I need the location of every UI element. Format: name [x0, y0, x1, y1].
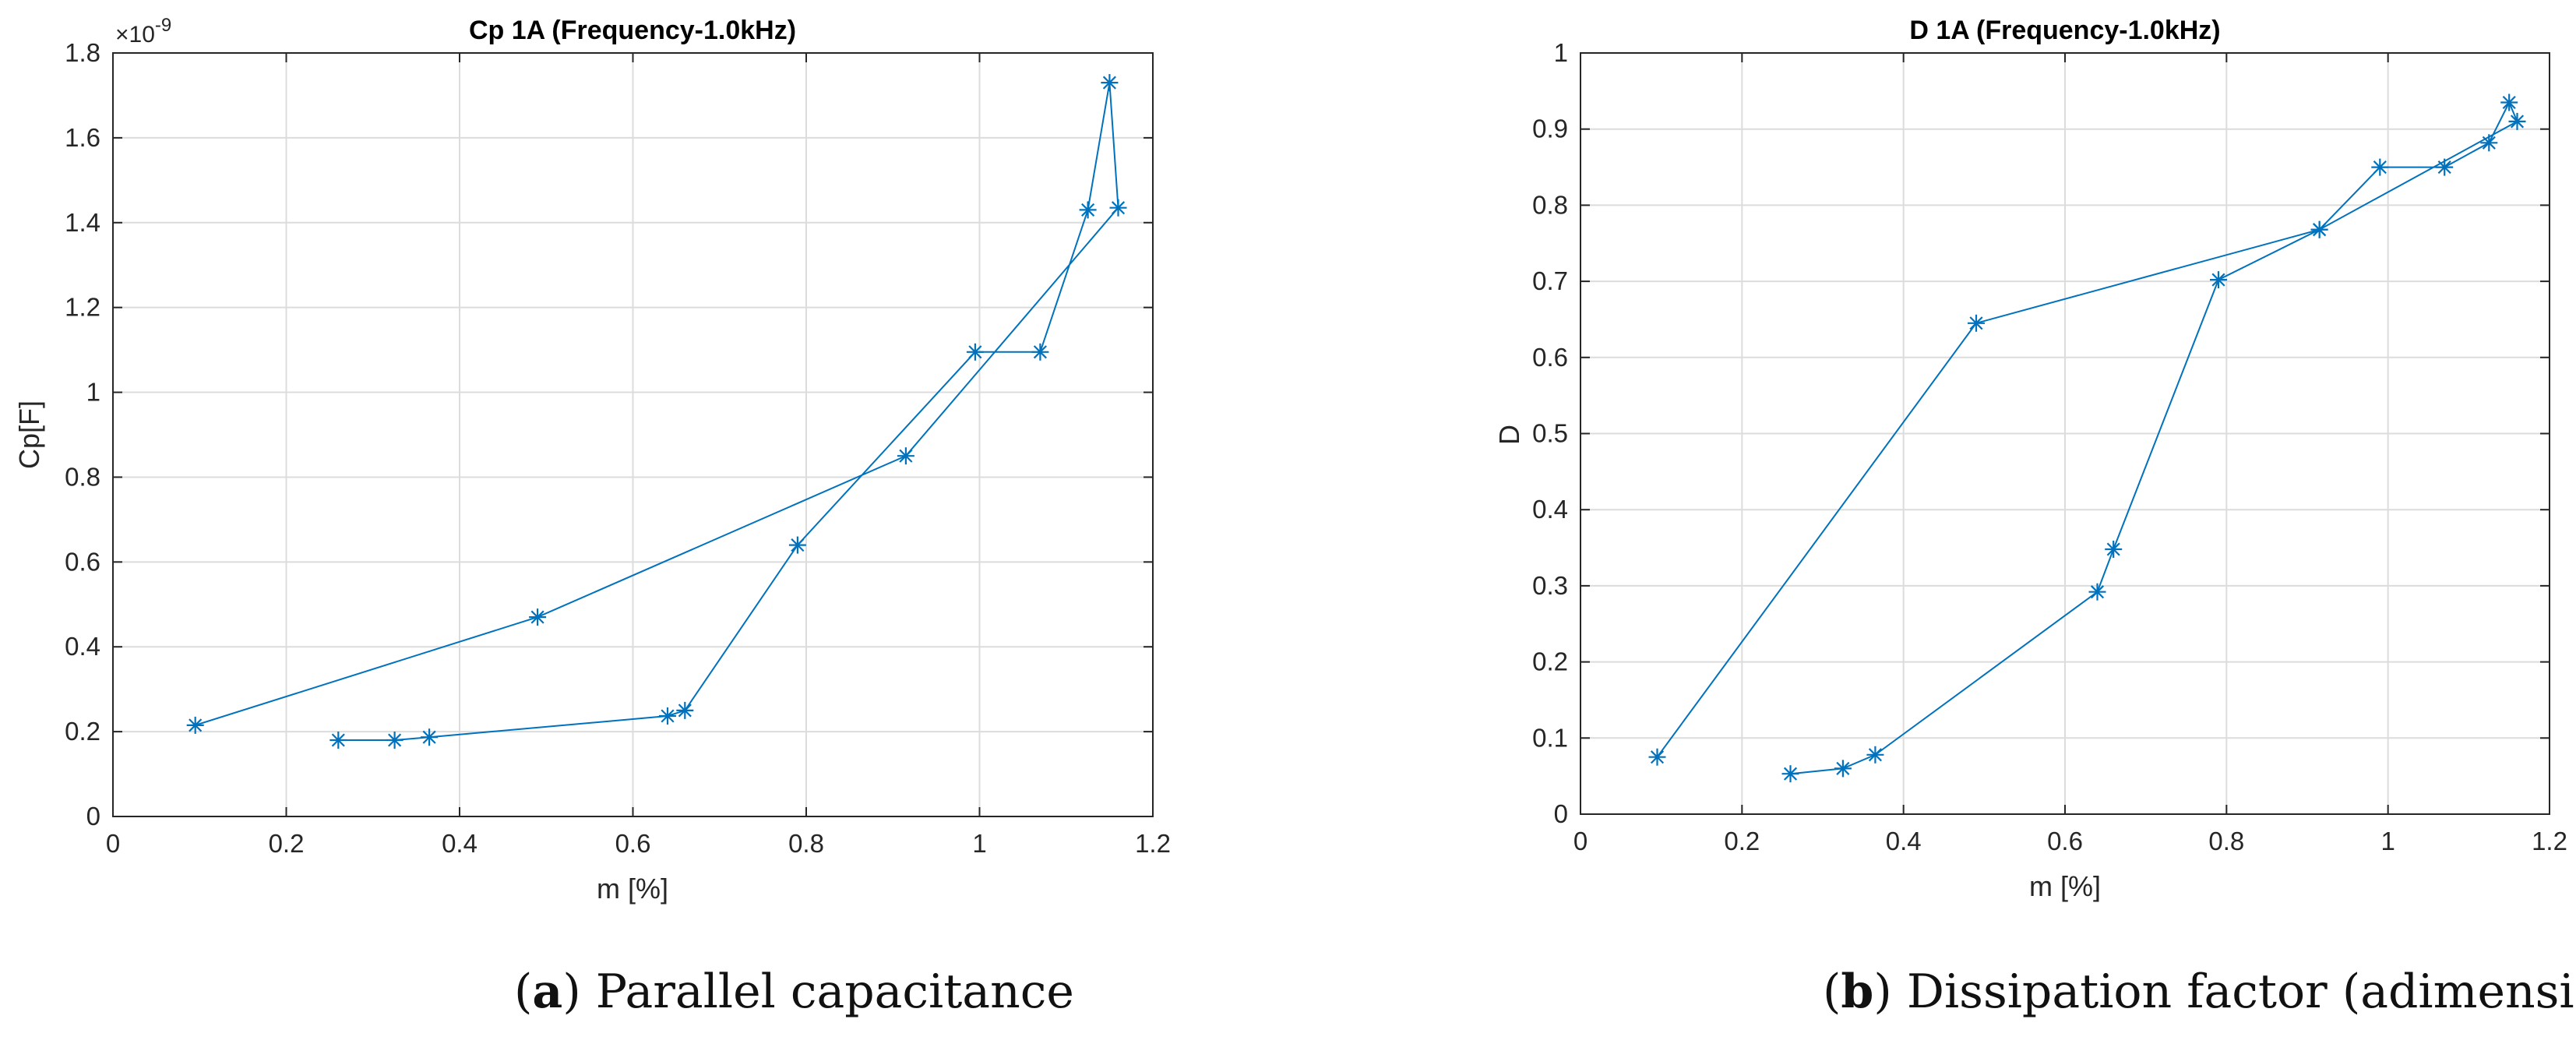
- x-tick-label: 1.2: [1135, 829, 1171, 858]
- data-point: [2371, 158, 2389, 176]
- data-point: [1834, 760, 1852, 778]
- y-tick-label: 1.8: [65, 38, 100, 67]
- y-tick-label: 0.8: [65, 462, 100, 491]
- x-tick-label: 0.8: [788, 829, 824, 858]
- data-point: [2500, 93, 2518, 111]
- data-point: [966, 343, 984, 361]
- chart-title: D 1A (Frequency-1.0kHz): [1909, 16, 2220, 45]
- caption-a: (a) Parallel capacitance: [514, 965, 1074, 1019]
- x-tick-label: 0: [1573, 827, 1588, 855]
- x-tick-label: 0.6: [615, 829, 651, 858]
- chart-parallel-capacitance: 0 0.2 0.4 0.6 0.8 1 1.2 0 0.2 0.4 0.6 0.8 1 1.2 1.4 1.6…: [13, 15, 1171, 905]
- data-point: [2508, 112, 2526, 130]
- y-tick-label: 0.9: [1532, 115, 1568, 143]
- data-point: [1781, 765, 1799, 783]
- y-axis-label: D: [1493, 425, 1525, 445]
- y-tick-label: 1.6: [65, 123, 100, 152]
- caption-a-text: Parallel capacitance: [595, 965, 1074, 1019]
- caption-b-text: Dissipation factor (adimensional): [1906, 965, 2576, 1019]
- data-point: [1031, 343, 1049, 361]
- caption-b-letter: b: [1841, 965, 1874, 1019]
- y-tick-label: 0.6: [65, 547, 100, 576]
- data-point: [1866, 746, 1884, 764]
- data-point: [2105, 541, 2123, 558]
- x-axis-label: m [%]: [597, 873, 668, 905]
- axes: 0 0.2 0.4 0.6 0.8 1 1.2 0 0.2 0.4 0.6 0.8 1 1.2 1.4 1.6…: [65, 38, 1171, 858]
- x-tick-label: 1: [2380, 827, 2395, 855]
- chart-title: Cp 1A (Frequency-1.0kHz): [469, 16, 796, 45]
- data-point: [2480, 134, 2498, 152]
- x-tick-label: 0: [106, 829, 120, 858]
- caption-a-letter: a: [532, 965, 563, 1019]
- axes-box: [112, 52, 1154, 817]
- y-tick-label: 1.4: [65, 208, 100, 237]
- data-point: [676, 701, 694, 719]
- series-polyline: [195, 82, 1119, 741]
- data-point: [421, 728, 439, 746]
- data-point: [329, 732, 347, 749]
- data-point: [1109, 199, 1127, 217]
- data-point: [897, 447, 914, 465]
- y-tick-label: 0.4: [65, 632, 100, 661]
- y-tick-label: 0.2: [1532, 647, 1568, 676]
- x-tick-label: 0.8: [2208, 827, 2244, 855]
- data-point: [788, 536, 806, 554]
- x-tick-label: 0.4: [1886, 827, 1922, 855]
- y-tick-label: 0.4: [1532, 495, 1568, 524]
- x-tick-label: 0.4: [442, 829, 477, 858]
- y-tick-label: 1: [86, 378, 100, 407]
- x-axis-label: m [%]: [2029, 870, 2101, 902]
- y-tick-label: 0.8: [1532, 190, 1568, 219]
- data-point: [1968, 314, 1985, 332]
- x-tick-label: 0.6: [2047, 827, 2083, 855]
- y-axis-label: Cp[F]: [13, 400, 45, 469]
- series-markers: [1648, 93, 2526, 783]
- data-point: [2088, 583, 2106, 601]
- y-tick-label: 0: [1554, 799, 1568, 828]
- data-point: [1079, 201, 1097, 219]
- x-tick-label: 0.2: [1724, 827, 1760, 855]
- y-tick-label: 0.2: [65, 717, 100, 746]
- data-point: [1101, 74, 1119, 92]
- x-tick-label: 0.2: [269, 829, 305, 858]
- axes-box: [1580, 52, 2550, 815]
- caption-b: (b) Dissipation factor (adimensional): [1823, 965, 2576, 1019]
- y-exponent-power: -9: [155, 15, 171, 36]
- data-point: [386, 732, 403, 749]
- data-point: [186, 716, 204, 734]
- y-tick-label: 0.6: [1532, 343, 1568, 372]
- series-markers: [186, 74, 1127, 749]
- series-line: [195, 82, 1119, 741]
- data-point: [2436, 158, 2454, 176]
- axes: 0 0.2 0.4 0.6 0.8 1 1.2 0 0.1 0.2 0.3 0.4 0.5 0.6 0.7 0…: [1532, 38, 2567, 855]
- y-tick-label: 0.5: [1532, 419, 1568, 448]
- y-exponent-base: ×10: [115, 22, 155, 48]
- data-point: [1648, 748, 1666, 766]
- chart-dissipation-factor: 0 0.2 0.4 0.6 0.8 1 1.2 0 0.1 0.2 0.3 0.4 0.5 0.6 0.7 0…: [1493, 16, 2567, 902]
- data-point: [2210, 271, 2227, 289]
- y-tick-label: 0.3: [1532, 571, 1568, 600]
- data-point: [2310, 220, 2328, 238]
- y-axis-exponent: ×10-9: [115, 15, 171, 48]
- y-tick-label: 1.2: [65, 293, 100, 322]
- y-tick-label: 0.7: [1532, 266, 1568, 295]
- x-tick-label: 1: [972, 829, 986, 858]
- y-tick-label: 0.1: [1532, 723, 1568, 752]
- y-tick-label: 0: [86, 802, 100, 831]
- data-point: [529, 608, 547, 626]
- x-tick-label: 1.2: [2532, 827, 2567, 855]
- data-point: [659, 707, 676, 725]
- y-tick-label: 1: [1554, 38, 1568, 67]
